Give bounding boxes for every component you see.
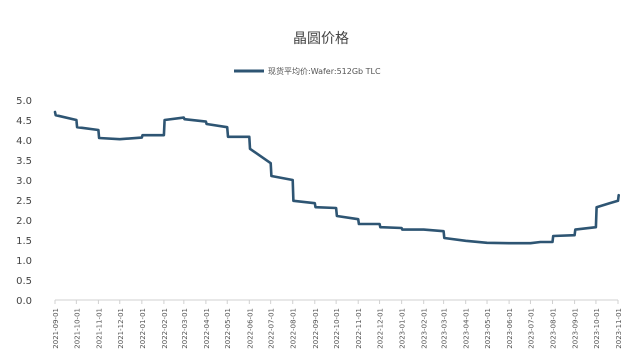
series-line [53, 110, 621, 245]
y-tick-label: 2.0 [16, 216, 32, 227]
y-tick-label: 0.5 [16, 276, 32, 287]
x-tick-label: 2022-11-01 [355, 308, 363, 349]
y-tick-label: 0.0 [16, 296, 32, 307]
x-tick-label: 2022-04-01 [203, 308, 211, 349]
x-tick-label: 2022-12-01 [377, 308, 385, 349]
x-tick-label: 2022-02-01 [161, 308, 169, 349]
x-tick-label: 2022-08-01 [290, 308, 298, 349]
x-tick-label: 2023-03-01 [441, 308, 449, 349]
y-tick-label: 4.0 [16, 136, 32, 147]
x-tick-label: 2023-02-01 [421, 308, 429, 349]
y-tick-label: 2.5 [16, 196, 32, 207]
x-tick-label: 2023-01-01 [399, 308, 407, 349]
x-tick-label: 2022-05-01 [224, 308, 232, 349]
y-tick-label: 3.0 [16, 176, 32, 187]
legend: 现货平均价:Wafer:512Gb TLC [234, 66, 381, 76]
x-tick-label: 2023-10-01 [593, 308, 601, 349]
x-tick-label: 2022-09-01 [312, 308, 320, 349]
y-axis: 5.0 4.5 4.0 3.5 3.0 2.5 2.0 1.5 1.0 0.5 0.0 [16, 96, 32, 307]
x-tick-label: 2021-12-01 [117, 308, 125, 349]
x-tick-label: 2023-11-01 [615, 308, 623, 349]
legend-label: 现货平均价:Wafer:512Gb TLC [268, 66, 381, 76]
x-tick-label: 2021-11-01 [95, 308, 103, 349]
y-tick-label: 1.0 [16, 256, 32, 267]
x-tick-label: 2021-10-01 [73, 308, 81, 349]
x-tick-label: 2023-07-01 [527, 308, 535, 349]
y-tick-label: 5.0 [16, 96, 32, 107]
y-tick-label: 4.5 [16, 116, 32, 127]
y-tick-label: 3.5 [16, 156, 32, 167]
x-tick-label: 2023-04-01 [463, 308, 471, 349]
x-axis: 2021-09-01 2021-10-01 2021-11-01 2021-12-01… [52, 299, 623, 349]
x-tick-label: 2021-09-01 [52, 308, 60, 349]
x-tick-label: 2022-07-01 [268, 308, 276, 349]
x-tick-label: 2022-03-01 [181, 308, 189, 349]
x-tick-label: 2022-01-01 [139, 308, 147, 349]
x-tick-label: 2022-10-01 [333, 308, 341, 349]
x-tick-label: 2023-05-01 [484, 308, 492, 349]
y-tick-label: 1.5 [16, 236, 32, 247]
x-tick-label: 2022-06-01 [246, 308, 254, 349]
chart-title: 晶圆价格 [293, 31, 349, 47]
x-tick-label: 2023-09-01 [572, 308, 580, 349]
x-tick-label: 2023-06-01 [506, 308, 514, 349]
x-tick-label: 2023-08-01 [550, 308, 558, 349]
series-layer [53, 110, 621, 245]
